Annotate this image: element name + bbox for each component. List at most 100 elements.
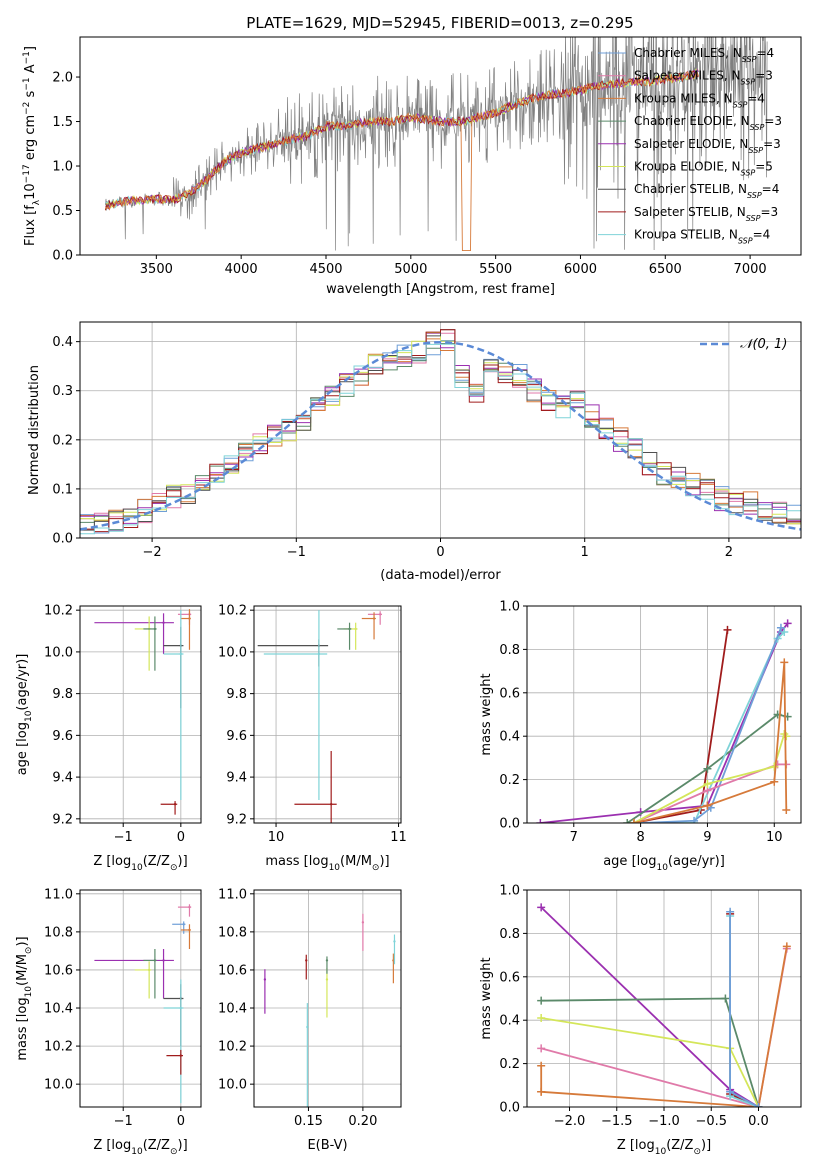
data-point bbox=[361, 921, 365, 924]
data-point bbox=[305, 959, 308, 962]
axes-frame bbox=[79, 889, 202, 1108]
y-tick-label: 1.0 bbox=[52, 160, 73, 175]
legend-sub: SSP bbox=[746, 213, 761, 222]
data-point bbox=[306, 1025, 309, 1029]
spectrum-model-line bbox=[105, 68, 699, 210]
figure-title: PLATE=1629, MJD=52945, FIBERID=0013, z=0… bbox=[246, 14, 633, 32]
marker-plus bbox=[776, 623, 785, 632]
axis-label: mass [log10(M/M⊙)] bbox=[15, 936, 34, 1060]
series-line bbox=[541, 946, 788, 1107]
spectrum-model-line bbox=[105, 70, 699, 252]
axes-frame bbox=[79, 36, 802, 256]
legend-text: Kroupa MILES, N bbox=[634, 91, 733, 105]
y-tick-label: 11.0 bbox=[218, 887, 247, 902]
y-tick-label: 0.2 bbox=[499, 1057, 520, 1072]
marker-plus bbox=[537, 1044, 546, 1053]
y-tick-label: 0.6 bbox=[499, 970, 520, 985]
data-point bbox=[325, 959, 329, 962]
axis-label-part: (age/yr)] bbox=[15, 654, 30, 711]
axis-label-part: ⊙ bbox=[24, 947, 34, 955]
series-line bbox=[633, 629, 729, 823]
marker-plus bbox=[783, 619, 792, 628]
x-tick-label: 4500 bbox=[309, 262, 342, 277]
x-tick-label: −2.0 bbox=[554, 1114, 586, 1129]
series-line bbox=[626, 713, 788, 823]
legend-value: =3 bbox=[764, 114, 782, 128]
histogram-step bbox=[80, 343, 801, 535]
axis-label: Z [log10(Z/Z⊙)] bbox=[93, 1138, 187, 1157]
axis-label-part: −2 bbox=[22, 102, 32, 115]
x-tick-label: 0.20 bbox=[348, 1114, 377, 1129]
data-point bbox=[179, 1054, 183, 1057]
axis-label-part: 10 bbox=[656, 863, 668, 873]
y-tick-label: 1.0 bbox=[499, 884, 520, 899]
x-tick-label: 5500 bbox=[479, 262, 512, 277]
x-tick-label: 6000 bbox=[564, 262, 597, 277]
y-tick-label: 0.3 bbox=[52, 384, 73, 399]
y-tick-label: 9.6 bbox=[52, 729, 73, 744]
y-tick-label: 0.2 bbox=[499, 773, 520, 788]
x-tick-label: 0 bbox=[436, 545, 444, 560]
legend-sub: SSP bbox=[741, 77, 756, 86]
y-tick-label: 9.2 bbox=[52, 812, 73, 827]
axis-label-part: )] bbox=[178, 1138, 188, 1153]
y-tick-label: 9.4 bbox=[52, 771, 73, 786]
y-tick-label: 10.2 bbox=[44, 604, 73, 619]
x-tick-label: 7 bbox=[570, 830, 578, 845]
data-point bbox=[147, 968, 151, 972]
axis-label-part: 10 bbox=[329, 863, 341, 873]
y-tick-label: 10.6 bbox=[44, 963, 73, 978]
x-axis-label: E(B-V) bbox=[307, 1138, 347, 1153]
x-tick-label: 0.0 bbox=[748, 1114, 769, 1129]
x-tick-label: 7000 bbox=[734, 262, 767, 277]
legend-text: Kroupa ELODIE, N bbox=[634, 160, 741, 174]
y-tick-label: 0.6 bbox=[499, 686, 520, 701]
axis-label-part: ⊙ bbox=[372, 863, 380, 873]
data-point bbox=[329, 803, 333, 806]
axis-label-part: ⊙ bbox=[693, 1147, 701, 1157]
axes-mass_vs_ebv: 0.15 0.20 10.0 10.2 10.4 10.6 10.8 11.0 E(B-V) bbox=[218, 887, 402, 1153]
data-point bbox=[179, 652, 183, 656]
axis-label-part: mass [log bbox=[265, 854, 328, 869]
y-tick-label: 10.0 bbox=[218, 1078, 247, 1093]
y-tick-label: 2.0 bbox=[52, 71, 73, 86]
axis-label-part: ] bbox=[23, 46, 38, 51]
axis-label: Z [log10(Z/Z⊙)] bbox=[93, 854, 187, 873]
legend-sub: SSP bbox=[733, 100, 748, 109]
marker-plus bbox=[537, 903, 546, 912]
data-point bbox=[325, 978, 329, 981]
data-point bbox=[182, 923, 185, 926]
axis-label-part: 10 bbox=[24, 986, 34, 998]
legend-value: =3 bbox=[755, 69, 773, 83]
x-tick-label: 5000 bbox=[394, 262, 427, 277]
marker-plus bbox=[703, 779, 712, 788]
axis-label-part: 10 bbox=[131, 1147, 143, 1157]
marker-plus bbox=[782, 942, 791, 951]
legend-sub: SSP bbox=[747, 191, 762, 200]
x-tick-label: −1.5 bbox=[601, 1114, 633, 1129]
axis-label-part: ⊙ bbox=[170, 1147, 178, 1157]
axis-label-part: ⊙ bbox=[170, 863, 178, 873]
y-tick-label: 10.4 bbox=[218, 1002, 247, 1017]
series-line bbox=[633, 763, 787, 823]
x-tick-label: 4000 bbox=[225, 262, 258, 277]
data-point bbox=[153, 627, 157, 631]
y-tick-label: 10.4 bbox=[44, 1002, 73, 1017]
y-tick-label: 9.6 bbox=[226, 729, 247, 744]
legend-sub: SSP bbox=[738, 236, 753, 245]
x-tick-label: 0.15 bbox=[294, 1114, 323, 1129]
y-tick-label: 0.8 bbox=[499, 643, 520, 658]
axis-label-part: λ bbox=[32, 199, 42, 205]
axis-label-part: 10 bbox=[24, 710, 34, 722]
data-point bbox=[378, 613, 382, 616]
histogram-step bbox=[80, 332, 801, 525]
axis-label-part: (Z/Z bbox=[143, 854, 170, 869]
marker-plus bbox=[537, 996, 546, 1005]
data-point bbox=[372, 617, 376, 620]
data-point bbox=[162, 959, 165, 962]
data-point bbox=[354, 627, 357, 631]
marker-plus bbox=[536, 819, 545, 823]
x-tick-label: 0 bbox=[177, 830, 185, 845]
marker-plus bbox=[726, 907, 735, 916]
